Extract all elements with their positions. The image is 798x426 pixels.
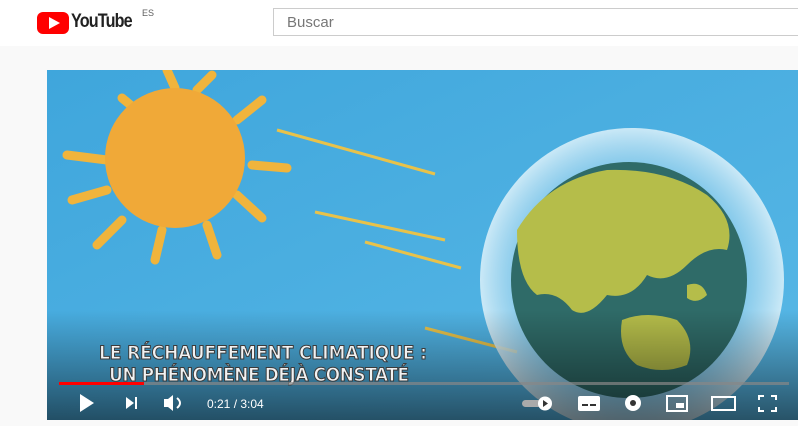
search-placeholder: Buscar — [287, 14, 334, 31]
logo-text: YouTube — [71, 11, 132, 33]
caption: LE RÉCHAUFFEMENT CLIMATIQUE : UN PHÉNOMÈ… — [99, 341, 427, 386]
logo[interactable]: YouTube ES — [37, 10, 157, 36]
progress-track[interactable] — [59, 382, 789, 385]
header: YouTube ES Buscar — [0, 0, 798, 46]
logo-icon — [37, 12, 69, 34]
caption-line: LE RÉCHAUFFEMENT CLIMATIQUE : — [99, 341, 427, 364]
search-box[interactable]: Buscar — [273, 8, 798, 36]
progress-played — [59, 382, 144, 385]
sun-disc — [105, 88, 245, 228]
video-player[interactable]: LE RÉCHAUFFEMENT CLIMATIQUE : UN PHÉNOMÈ… — [47, 70, 798, 420]
page: YouTube ES Buscar LE RÉCHAUFF — [0, 0, 798, 426]
time-display: 0:21 / 3:04 — [207, 397, 264, 411]
region-code: ES — [142, 8, 154, 18]
subtitles-button[interactable] — [578, 396, 600, 411]
